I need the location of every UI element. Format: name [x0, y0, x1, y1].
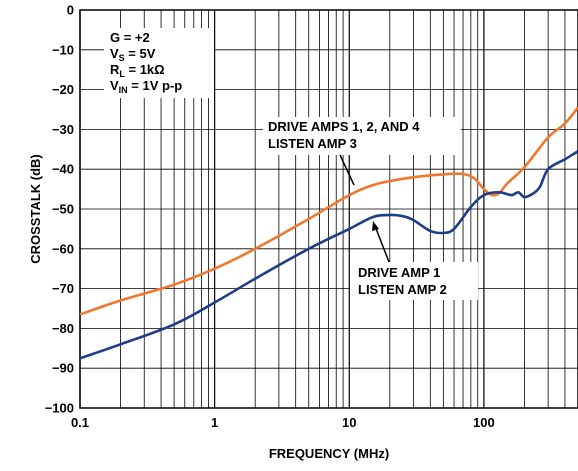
y-tick-label: −20	[52, 82, 74, 97]
conditions-box: G = +2 VS = 5V RL = 1kΩ VIN = 1V p-p	[104, 28, 214, 98]
y-tick-label: 0	[67, 3, 74, 18]
y-tick-label: −60	[52, 241, 74, 256]
y-tick-label: −50	[52, 202, 74, 217]
series-line-1	[80, 151, 578, 358]
series-0-label-line-1: DRIVE AMPS 1, 2, AND 4	[268, 119, 420, 134]
x-tick-label: 0.1	[71, 415, 89, 430]
series-1-label: DRIVE AMP 1 LISTEN AMP 2	[350, 262, 478, 300]
y-tick-label: −10	[52, 42, 74, 57]
gain-condition: G = +2	[110, 30, 150, 45]
series-1-leader-line	[375, 226, 389, 262]
supply-condition: VS = 5V	[110, 46, 156, 63]
y-tick-label: −80	[52, 321, 74, 336]
y-tick-label: −70	[52, 281, 74, 296]
x-axis-title: FREQUENCY (MHz)	[269, 446, 389, 461]
load-condition: RL = 1kΩ	[110, 62, 165, 79]
series-1-label-line-1: DRIVE AMP 1	[358, 265, 440, 280]
x-tick-label: 100	[473, 415, 495, 430]
x-tick-label: 1	[211, 415, 218, 430]
y-tick-label: −30	[52, 122, 74, 137]
series-1-leader-arrowhead	[372, 221, 379, 231]
x-axis-ticks: 0.1 1 10 100	[71, 415, 495, 430]
y-axis-title: CROSSTALK (dB)	[28, 154, 43, 264]
y-tick-label: −100	[45, 401, 74, 416]
series-0-label: DRIVE AMPS 1, 2, AND 4 LISTEN AMP 3	[263, 117, 461, 155]
series-0-label-line-2: LISTEN AMP 3	[268, 136, 357, 151]
x-tick-label: 10	[342, 415, 356, 430]
y-tick-label: −40	[52, 162, 74, 177]
y-tick-label: −90	[52, 361, 74, 376]
series-0-leader-line	[340, 155, 354, 185]
series-1-label-line-2: LISTEN AMP 2	[358, 282, 447, 297]
y-axis-ticks: 0 −10 −20 −30 −40 −50 −60 −70 −80 −90 −100	[45, 3, 74, 416]
